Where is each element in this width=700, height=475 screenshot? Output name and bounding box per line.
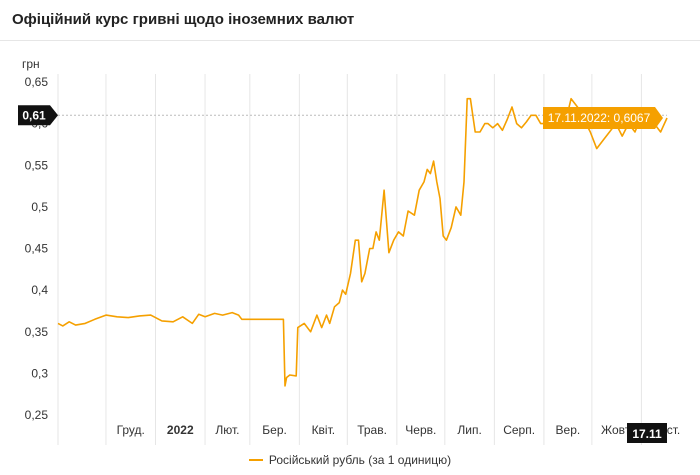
series-layer[interactable] (57, 97, 668, 387)
x-tick-label: Лют. (215, 423, 239, 437)
x-marker-label: 17.11 (632, 427, 662, 441)
y-tick-label: 0,3 (31, 366, 48, 380)
x-tick-label: Квіт. (312, 423, 336, 437)
page-title: Офіційний курс гривні щодо іноземних вал… (12, 11, 355, 28)
chart-legend[interactable]: Російський рубль (за 1 одиницю) (0, 450, 700, 470)
x-tick-label: Груд. (117, 423, 145, 437)
y-crosshair-marker: 0,61 (18, 105, 58, 126)
y-marker-label: 0,61 (22, 108, 46, 122)
y-tick-label: 0,4 (31, 283, 48, 297)
y-marker-shape (18, 105, 58, 126)
y-tick-label: 0,25 (25, 408, 49, 422)
x-tick-label: 2022 (167, 423, 194, 437)
y-tick-label: 0,55 (25, 158, 49, 172)
y-tick-label: 0,35 (25, 325, 49, 339)
chart-header: Офіційний курс гривні щодо іноземних вал… (0, 0, 700, 41)
x-tick-label: Черв. (405, 423, 436, 437)
series-line-rub[interactable] (57, 97, 668, 387)
x-tick-label: Серп. (503, 423, 535, 437)
tooltip-text: 17.11.2022: 0,6067 (548, 111, 651, 125)
grid-layer (57, 74, 642, 445)
x-marker-shape (627, 423, 667, 443)
x-tick-label: Лип. (457, 423, 481, 437)
x-tick-label: Жовт. (601, 423, 632, 437)
legend-swatch (248, 459, 263, 461)
x-tick-label: Вер. (556, 423, 581, 437)
x-crosshair-marker: 17.11 (627, 423, 667, 443)
overlay-layer: 0,61 17.11.2022: 0,6067 17.11 (18, 105, 667, 443)
x-tick-label: Бер. (262, 423, 287, 437)
tooltip-box (543, 107, 663, 130)
y-tick-label: 0,5 (31, 200, 48, 214)
y-axis-label: грн (22, 57, 40, 71)
exchange-rate-chart[interactable]: 0,650,60,550,50,450,40,350,30,25Груд.202… (0, 40, 700, 445)
legend-label: Російський рубль (за 1 одиницю) (268, 453, 452, 467)
y-tick-label: 0,65 (25, 75, 49, 89)
x-tick-label: Трав. (357, 423, 387, 437)
y-tick-label: 0,45 (25, 242, 49, 256)
chart-tooltip: 17.11.2022: 0,6067 (543, 107, 663, 130)
